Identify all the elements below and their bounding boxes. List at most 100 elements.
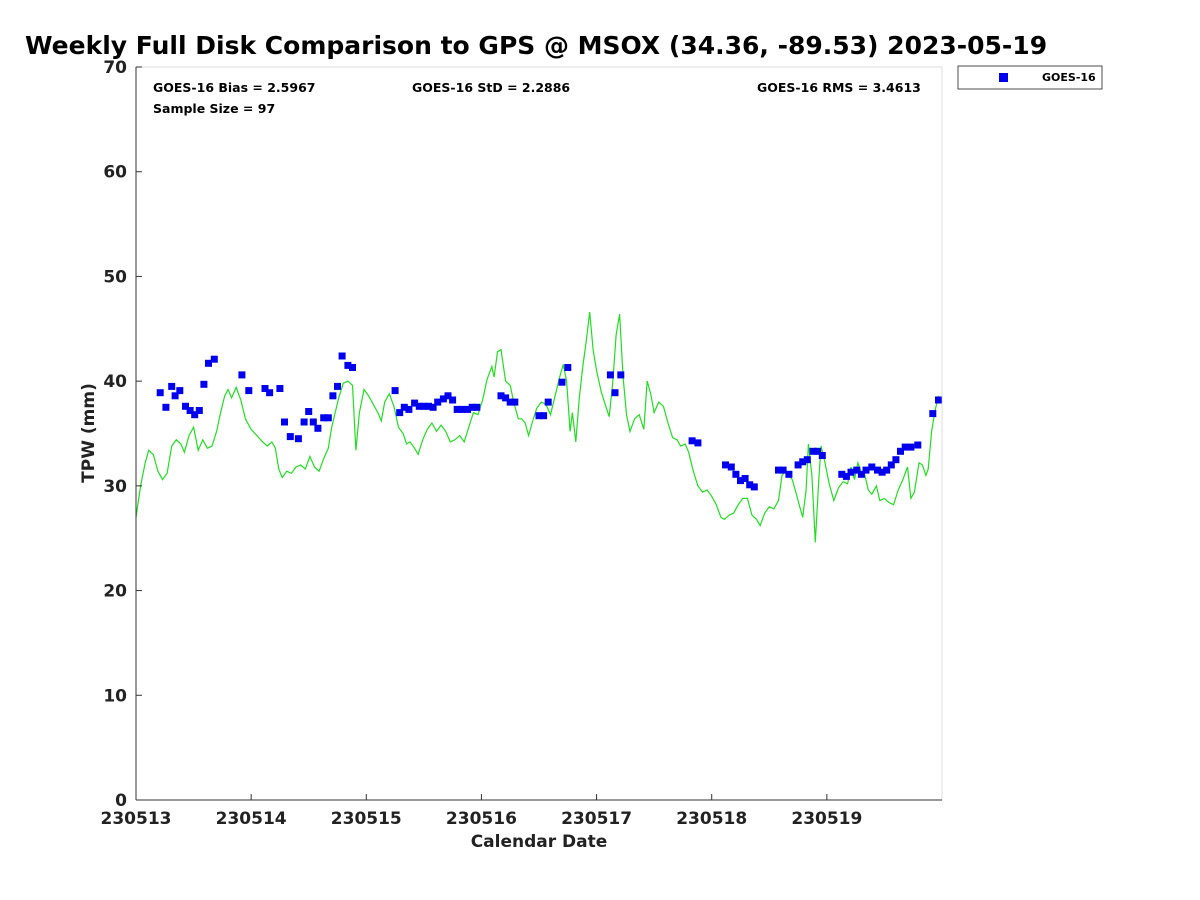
y-tick-label: 10 xyxy=(103,686,127,706)
goes-point xyxy=(544,398,552,406)
goes-point xyxy=(162,403,170,411)
x-tick-label: 230514 xyxy=(216,809,287,829)
goes-point xyxy=(502,394,510,402)
goes-series-layer xyxy=(156,352,942,491)
goes-point xyxy=(420,402,428,410)
goes-point xyxy=(779,466,787,474)
goes-point xyxy=(775,466,782,474)
rms-stat: GOES-16 RMS = 3.4613 xyxy=(757,80,921,95)
goes-point xyxy=(809,447,817,455)
goes-point xyxy=(853,466,861,474)
goes-point xyxy=(281,418,288,426)
goes-point xyxy=(497,392,505,400)
goes-point xyxy=(286,433,294,441)
plot-box xyxy=(135,66,943,801)
legend-marker-goes xyxy=(999,73,1008,82)
goes-point xyxy=(606,371,614,379)
goes-point xyxy=(862,466,870,474)
goes-point xyxy=(176,387,184,395)
goes-point xyxy=(195,407,203,414)
goes-point xyxy=(415,402,423,410)
goes-point xyxy=(425,402,432,410)
goes-point xyxy=(535,412,543,420)
legend-box xyxy=(957,65,1103,90)
goes-point xyxy=(156,389,164,397)
bias-stat: GOES-16 Bias = 2.5967 xyxy=(153,80,315,95)
goes-point xyxy=(794,461,802,469)
goes-point xyxy=(741,475,749,482)
goes-point xyxy=(449,396,457,404)
goes-point xyxy=(750,483,758,491)
goes-point xyxy=(245,387,253,395)
goes-point xyxy=(935,396,942,404)
goes-point xyxy=(238,371,246,379)
goes-point xyxy=(329,392,337,400)
x-tick-label: 230515 xyxy=(331,809,402,829)
x-tick-label: 230516 xyxy=(446,809,517,829)
goes-point xyxy=(874,466,881,474)
goes-point xyxy=(897,447,904,455)
goes-point xyxy=(294,435,302,443)
goes-point xyxy=(694,439,702,447)
goes-point xyxy=(799,458,807,466)
goes-point xyxy=(785,470,793,478)
goes-point xyxy=(334,382,341,390)
x-tick-label: 230517 xyxy=(561,809,632,829)
goes-point xyxy=(186,407,194,414)
goes-point xyxy=(168,382,176,390)
goes-point xyxy=(344,361,352,369)
goes-point xyxy=(901,443,909,451)
goes-point xyxy=(883,466,891,474)
goes-point xyxy=(300,418,308,426)
goes-point xyxy=(320,414,328,422)
goes-point xyxy=(391,387,399,395)
goes-point xyxy=(349,364,356,371)
goes-point xyxy=(464,405,472,413)
goes-point xyxy=(171,392,179,400)
goes-point xyxy=(564,364,572,371)
y-tick-label: 20 xyxy=(103,582,127,602)
legend: GOES-16 xyxy=(957,65,1103,90)
goes-point xyxy=(929,410,937,418)
x-tick-label: 230519 xyxy=(791,809,862,829)
goes-point xyxy=(182,402,189,410)
goes-point xyxy=(907,443,915,451)
goes-point xyxy=(857,470,865,478)
goes-point xyxy=(453,405,461,413)
x-axis-ticks: 230513 230514 230515 230516 230517 230518 2305… xyxy=(101,794,862,829)
goes-point xyxy=(210,355,218,363)
goes-point xyxy=(429,403,437,411)
goes-point xyxy=(276,385,284,392)
goes-point xyxy=(411,399,419,407)
goes-point xyxy=(842,472,850,480)
goes-point xyxy=(727,463,735,471)
goes-point xyxy=(338,352,346,360)
goes-point xyxy=(878,468,886,476)
goes-point xyxy=(803,456,811,464)
goes-point xyxy=(305,408,313,415)
goes-point xyxy=(868,463,876,471)
x-axis-label: Calendar Date xyxy=(471,832,608,852)
goes-point xyxy=(191,411,199,419)
gps-series-line xyxy=(135,311,940,543)
goes-point xyxy=(324,414,332,422)
goes-point xyxy=(892,456,900,464)
goes-point xyxy=(434,398,442,406)
goes-point xyxy=(688,437,696,445)
goes-point xyxy=(200,380,208,388)
goes-point xyxy=(838,470,846,478)
goes-point xyxy=(818,452,826,459)
goes-point xyxy=(266,389,274,397)
goes-point xyxy=(439,395,447,403)
goes-point xyxy=(473,403,481,411)
goes-point xyxy=(458,405,466,413)
gps-series-layer xyxy=(135,311,940,543)
goes-point xyxy=(506,398,514,406)
y-tick-label: 50 xyxy=(103,267,127,287)
goes-point xyxy=(400,403,408,411)
goes-point xyxy=(511,398,519,406)
y-tick-label: 30 xyxy=(103,477,127,497)
goes-point xyxy=(732,470,740,478)
goes-point xyxy=(722,461,729,469)
x-tick-label: 230513 xyxy=(101,809,172,829)
